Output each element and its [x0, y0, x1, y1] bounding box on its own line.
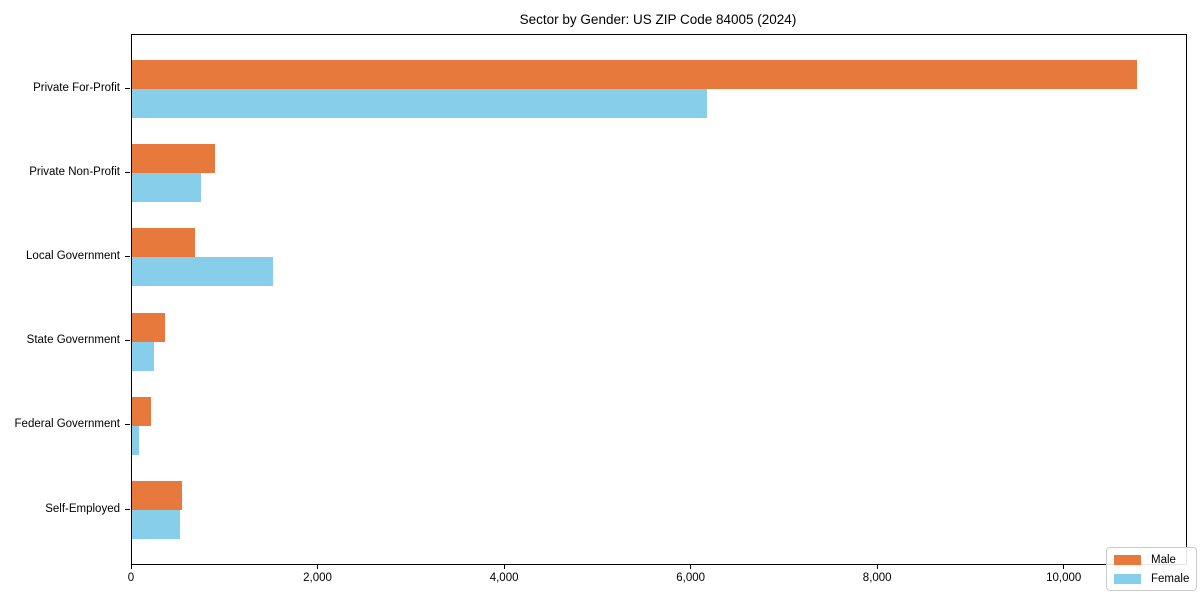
- y-tick-mark-private-for-profit: [125, 87, 130, 89]
- bar-female-private-for-profit: [132, 89, 707, 118]
- x-tick-label-10000: 10,000: [1046, 572, 1082, 584]
- bar-male-local-government: [132, 228, 196, 258]
- legend: Male Female: [1106, 547, 1197, 591]
- x-tick-label-0: 0: [127, 572, 135, 584]
- legend-item-male: Male: [1107, 553, 1196, 567]
- y-tick-label-private-for-profit: Private For-Profit: [33, 81, 120, 94]
- legend-label-male: Male: [1151, 553, 1176, 566]
- bar-female-state-government: [132, 341, 154, 371]
- y-tick-mark-federal-government: [125, 424, 130, 426]
- y-tick-mark-local-government: [125, 255, 130, 258]
- y-tick-mark-state-government: [125, 340, 130, 342]
- y-tick-label-private-non-profit: Private Non-Profit: [29, 165, 120, 178]
- x-axis: 0 2,000 4,000 6,000 8,000 10,000: [128, 563, 1185, 599]
- x-tick-label-6000: 6,000: [676, 572, 706, 584]
- legend-swatch-male-icon: [1114, 554, 1141, 565]
- x-tick-mark-2000: [317, 564, 319, 569]
- y-tick-label-state-government: State Government: [26, 334, 120, 347]
- bar-male-private-non-profit: [132, 144, 215, 174]
- y-axis: Private For-Profit Private Non-Profit Loca…: [0, 34, 131, 563]
- bar-male-state-government: [132, 312, 165, 342]
- y-tick-label-self-employed: Self-Employed: [45, 502, 120, 515]
- x-tick-mark-0: [130, 564, 132, 569]
- x-tick-mark-8000: [876, 564, 878, 569]
- bar-female-self-employed: [132, 510, 180, 539]
- plot-area: [131, 34, 1187, 565]
- x-tick-label-4000: 4,000: [489, 572, 519, 584]
- x-tick-label-8000: 8,000: [862, 572, 892, 584]
- x-tick-mark-4000: [503, 564, 505, 569]
- bar-female-federal-government: [132, 425, 139, 455]
- x-tick-mark-10000: [1063, 564, 1065, 569]
- x-tick-mark-6000: [690, 564, 692, 569]
- chart-title: Sector by Gender: US ZIP Code 84005 (202…: [519, 12, 797, 27]
- legend-item-female: Female: [1107, 572, 1196, 586]
- bar-male-private-for-profit: [132, 60, 1137, 89]
- bar-male-self-employed: [132, 481, 183, 510]
- y-tick-label-local-government: Local Government: [26, 249, 120, 262]
- y-tick-mark-self-employed: [125, 508, 130, 510]
- x-tick-label-2000: 2,000: [303, 572, 332, 584]
- bar-female-local-government: [132, 257, 273, 287]
- bar-female-private-non-profit: [132, 173, 201, 203]
- legend-swatch-female-icon: [1114, 573, 1141, 584]
- bar-male-federal-government: [132, 396, 151, 426]
- y-tick-mark-private-non-profit: [125, 171, 130, 173]
- legend-label-female: Female: [1151, 572, 1190, 585]
- y-tick-label-federal-government: Federal Government: [14, 418, 120, 431]
